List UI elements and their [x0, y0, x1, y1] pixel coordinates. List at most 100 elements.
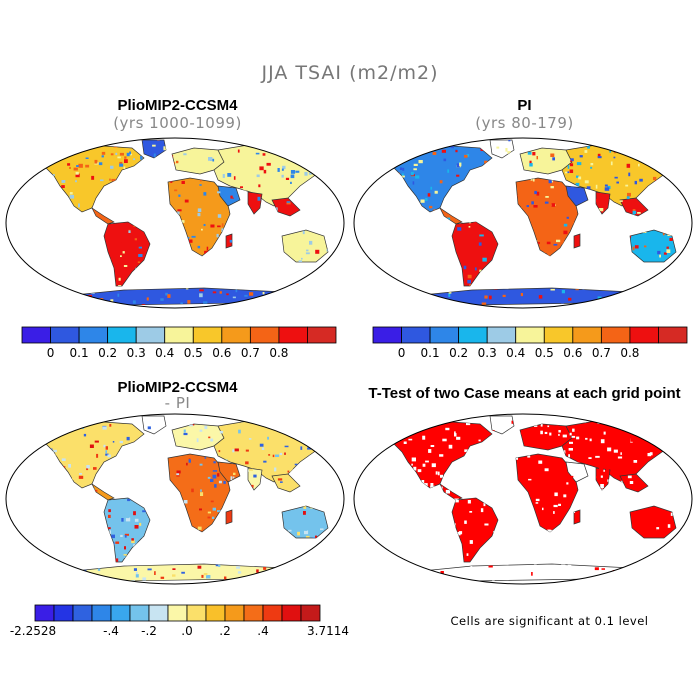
panel3-centralAm-shape	[91, 482, 115, 501]
figure-title: JJA TSAI (m2/m2)	[261, 62, 439, 84]
colorbar-diff-swatch	[243, 604, 264, 622]
colorbar-abs-2-tick-label: 0.4	[506, 346, 525, 360]
colorbar-abs-1-swatch	[50, 326, 80, 344]
colorbar-abs-2-tick-label: 0.2	[449, 346, 468, 360]
colorbar-abs-2-tick-label: 0.6	[563, 346, 582, 360]
panel1-seAsia-shape	[271, 197, 301, 217]
colorbar-abs-1-swatch	[249, 326, 280, 344]
panel1-colorbar: 0 0.1 0.2 0.3 0.4 0.5 0.6 0.7 0.8	[21, 326, 337, 360]
panel4-northAmerica-shape	[391, 419, 493, 489]
colorbar-abs-1-tick-label: 0.3	[127, 346, 146, 360]
panel3-seAsia-shape	[271, 473, 301, 493]
panel4-southAmerica-shape	[451, 497, 499, 563]
colorbar-abs-1-tick-label: 0.8	[269, 346, 288, 360]
panel2-northAmerica-shape	[391, 143, 493, 213]
panel3-africa-shape	[167, 453, 231, 533]
panel3-map	[5, 413, 345, 585]
colorbar-abs-1-tick-label: 0	[47, 346, 55, 360]
colorbar-abs-1-swatch	[78, 326, 109, 344]
colorbar-diff-tick-label: -.4	[103, 624, 119, 638]
panel1-title: PlioMIP2-CCSM4	[117, 97, 238, 114]
colorbar-abs-1-swatch	[278, 326, 308, 344]
panel4-madagascar-shape	[573, 509, 581, 525]
colorbar-diff-swatch	[72, 604, 93, 622]
panel4-frame	[353, 413, 693, 585]
colorbar-abs-2-swatch	[572, 326, 602, 344]
panel2-madagascar-shape	[573, 233, 581, 249]
colorbar-diff-swatch	[281, 604, 302, 622]
colorbar-abs-1-tick-label: 0.5	[184, 346, 203, 360]
panel3-colorbar: -2.2528 -.4 -.2 .0 .2 .4 3.7114	[10, 604, 349, 638]
colorbar-diff-tick-label: .4	[257, 624, 268, 638]
colorbar-diff-swatch	[167, 604, 188, 622]
panel1-frame	[5, 137, 345, 309]
colorbar-abs-1-tick-label: 0.4	[155, 346, 174, 360]
panel3-greenland-shape	[141, 415, 167, 435]
colorbar-abs-2-tick-label: 0.3	[478, 346, 497, 360]
panel1-antarctica-shape	[63, 287, 305, 307]
panel1-india-shape	[247, 191, 263, 215]
panel1-arabia-shape	[217, 185, 241, 207]
panel2-southAmerica-shape	[451, 221, 499, 287]
colorbar-abs-1-swatch	[307, 326, 337, 344]
colorbar-abs-2-swatch	[429, 326, 460, 344]
panel4-map	[353, 413, 693, 585]
panel3-india-shape	[247, 467, 263, 491]
colorbar-abs-1-swatch	[164, 326, 194, 344]
colorbar-diff-swatch	[262, 604, 283, 622]
colorbar-abs-2-swatch	[372, 326, 402, 344]
colorbar-abs-1-swatch	[192, 326, 223, 344]
panel1-madagascar-shape	[225, 233, 233, 249]
colorbar-abs-2-swatch	[401, 326, 431, 344]
colorbar-abs-1-tick-label: 0.1	[70, 346, 89, 360]
panel2-frame	[353, 137, 693, 309]
colorbar-diff-swatch	[224, 604, 245, 622]
panel3-northAmerica-shape	[43, 419, 145, 489]
colorbar-diff-tick-label: -.2	[141, 624, 157, 638]
colorbar-diff-swatch	[186, 604, 207, 622]
colorbar-abs-2-swatch	[486, 326, 517, 344]
panel3-subtitle: - PI	[164, 394, 191, 412]
panel1-map	[5, 137, 345, 309]
panel2-centralAm-shape	[439, 206, 463, 225]
panel4-title: T-Test of two Case means at each grid po…	[368, 385, 681, 402]
colorbar-abs-2-swatch	[629, 326, 659, 344]
panel4-australia-shape	[629, 505, 677, 539]
colorbar-abs-1-tick-label: 0.2	[98, 346, 117, 360]
panel2-colorbar: 0 0.1 0.2 0.3 0.4 0.5 0.6 0.7 0.8	[372, 326, 688, 360]
colorbar-diff-tick-label: .2	[219, 624, 230, 638]
colorbar-abs-1-swatch	[221, 326, 251, 344]
panel1-australia-shape	[281, 229, 329, 263]
panel3-frame	[5, 413, 345, 585]
panel2-title: PI	[517, 97, 532, 114]
colorbar-abs-2-swatch	[515, 326, 545, 344]
colorbar-abs-2-tick-label: 0.7	[592, 346, 611, 360]
panel2-subtitle: (yrs 80-179)	[475, 114, 574, 132]
panel1-centralAm-shape	[91, 206, 115, 225]
panel1-africa-shape	[167, 177, 231, 257]
panel4-greenland-shape	[489, 415, 515, 435]
colorbar-abs-2-swatch	[658, 326, 688, 344]
panel3-arabia-shape	[217, 461, 241, 483]
colorbar-diff-tick-label: -2.2528	[10, 624, 56, 638]
panel2-map	[353, 137, 693, 309]
panel2-antarctica-shape	[411, 287, 653, 307]
colorbar-diff-swatch	[110, 604, 131, 622]
panel2-africa-shape	[515, 177, 579, 257]
panel2-arabia-shape	[565, 185, 589, 207]
colorbar-abs-2-swatch	[600, 326, 631, 344]
panel3-title: PlioMIP2-CCSM4	[117, 379, 238, 396]
colorbar-diff-swatch	[129, 604, 150, 622]
colorbar-abs-2-swatch	[458, 326, 488, 344]
colorbar-abs-2-tick-label: 0.5	[535, 346, 554, 360]
colorbar-abs-1-swatch	[135, 326, 166, 344]
panel2-greenland-shape	[489, 139, 515, 159]
panel4-africa-shape	[515, 453, 579, 533]
panel1-southAmerica-shape	[103, 221, 151, 287]
colorbar-abs-2-tick-label: 0.1	[421, 346, 440, 360]
colorbar-abs-1-tick-label: 0.6	[212, 346, 231, 360]
colorbar-diff-tick-label: .0	[181, 624, 192, 638]
colorbar-diff-swatch	[34, 604, 55, 622]
colorbar-diff-tick-label: 3.7114	[307, 624, 349, 638]
panel2-seAsia-shape	[619, 197, 649, 217]
